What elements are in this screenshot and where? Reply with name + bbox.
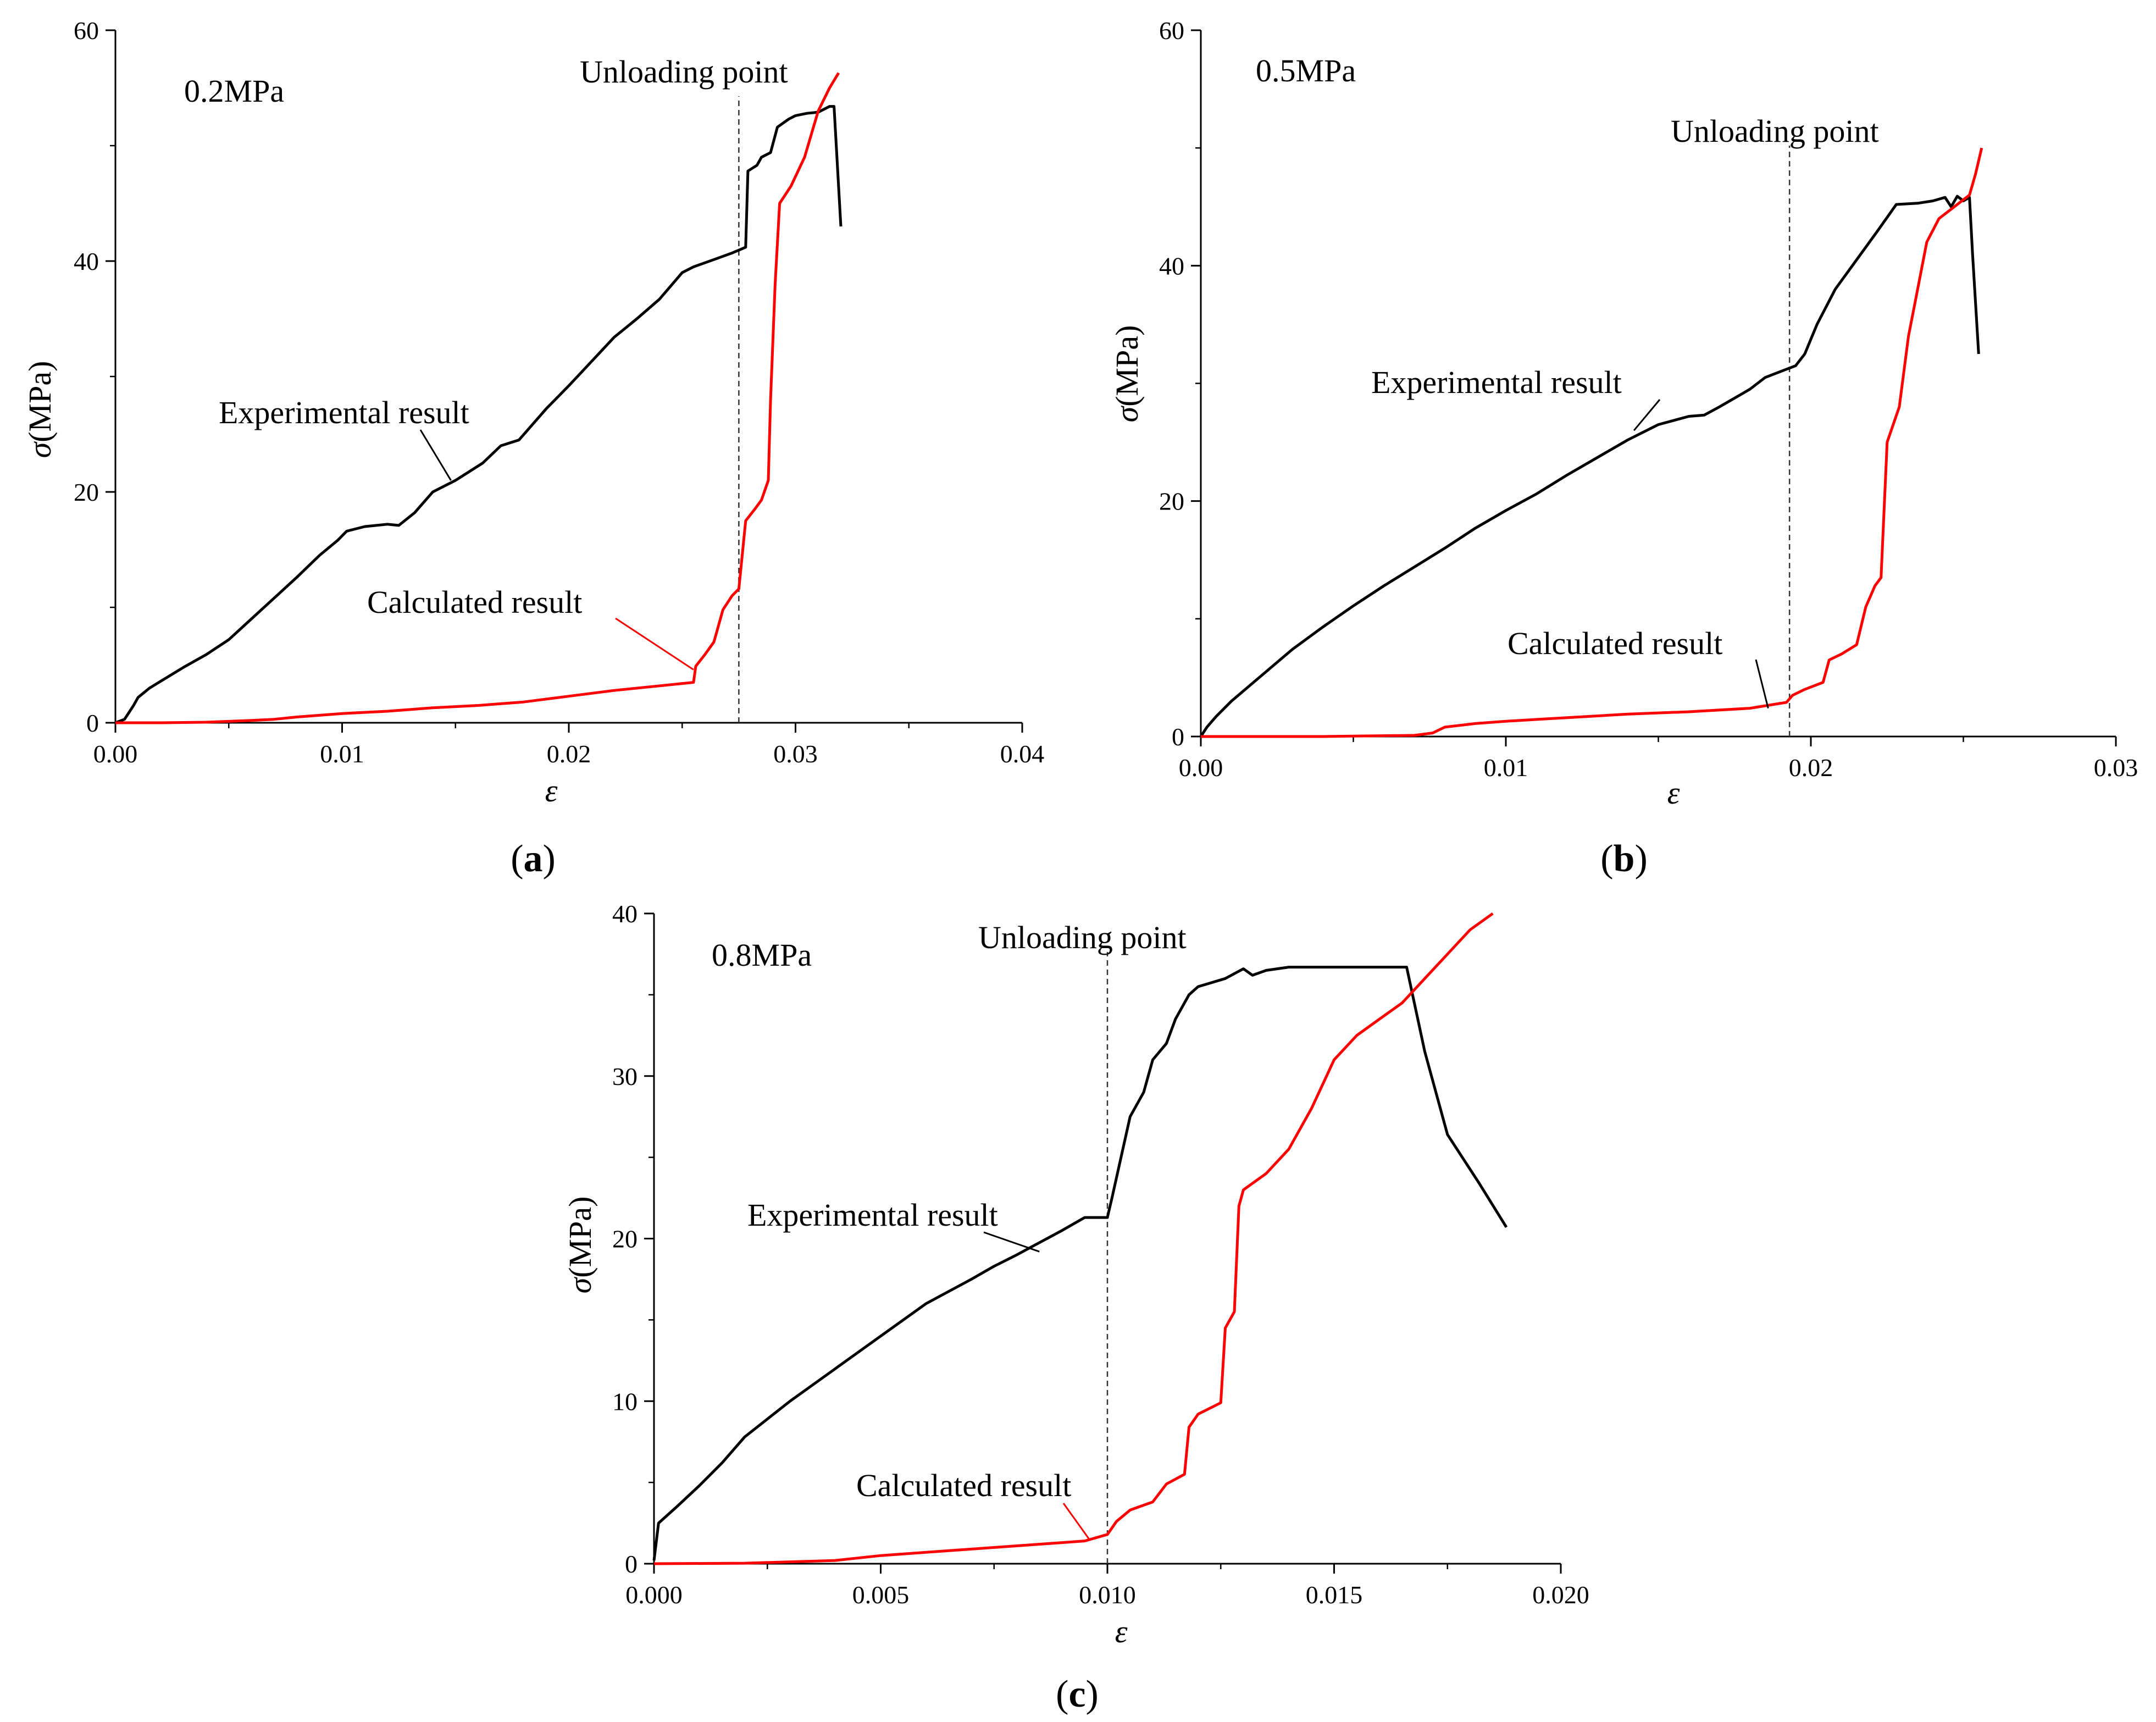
experimental-curve-c [652, 966, 1508, 1561]
calculated-annotation-b: Calculated result [1507, 625, 1722, 661]
x-tick-label-c: 0.015 [1306, 1581, 1363, 1609]
xlabel-a: ε [545, 773, 558, 809]
ylabel-b: σ(MPa) [1109, 325, 1145, 423]
ylabel-a: σ(MPa) [22, 361, 58, 458]
x-tick-label-c: 0.010 [1079, 1581, 1136, 1609]
caption-c: (c) [1056, 1673, 1099, 1715]
y-tick-label-a: 40 [74, 247, 99, 275]
y-tick-label-b: 60 [1159, 16, 1184, 45]
axes-b: 0.00 0.01 0.02 0.03 0 20 40 60 [1159, 16, 2138, 782]
series-layer-b [1199, 146, 1983, 738]
experimental-leader-b [1633, 399, 1661, 431]
unloading-label-b: Unloading point [1671, 113, 1879, 149]
calculated-leader-c [1062, 1503, 1090, 1540]
experimental-curve-a [115, 105, 843, 724]
labels-c: 0.8MPa Unloading point Experimental resu… [562, 920, 1187, 1715]
x-tick-label-b: 0.02 [1789, 754, 1833, 782]
y-tick-label-c: 10 [612, 1387, 638, 1415]
panel-c: 0.000 0.005 0.010 0.015 0.020 0 10 20 30 40 0.8MP… [562, 900, 1589, 1715]
x-tick-label-b: 0.00 [1179, 754, 1223, 782]
xlabel-c: ε [1115, 1614, 1128, 1649]
ylabel-symbol-b: σ [1109, 405, 1145, 422]
axes-c: 0.000 0.005 0.010 0.015 0.020 0 10 20 30 40 [612, 900, 1589, 1609]
experimental-annotation-c: Experimental result [747, 1197, 998, 1233]
labels-a: 0.2MPa Unloading point Experimental resu… [22, 54, 788, 880]
y-tick-label-a: 60 [74, 16, 99, 45]
calculated-curve-a [115, 72, 840, 724]
caption-b: (b) [1600, 838, 1648, 880]
calculated-curve-c [653, 912, 1494, 1565]
ylabel-unit-c: (MPa) [562, 1197, 598, 1278]
x-tick-label-a: 0.03 [773, 740, 818, 768]
calculated-leader-b [1755, 659, 1769, 708]
pressure-label-c: 0.8MPa [712, 937, 812, 973]
axes-a: 0.00 0.01 0.02 0.03 0.04 0 20 40 60 [74, 16, 1044, 768]
unloading-label-c: Unloading point [978, 920, 1187, 955]
unloading-label-a: Unloading point [580, 54, 788, 90]
calculated-annotation-a: Calculated result [367, 584, 582, 620]
experimental-leader-a [419, 429, 452, 481]
x-tick-label-a: 0.04 [1000, 740, 1045, 768]
y-tick-label-b: 40 [1159, 252, 1184, 280]
ylabel-symbol-c: σ [562, 1276, 598, 1293]
pressure-label-a: 0.2MPa [184, 73, 284, 109]
ylabel-c: σ(MPa) [562, 1197, 598, 1294]
y-tick-label-c: 30 [612, 1062, 638, 1090]
caption-letter-b: b [1614, 838, 1635, 880]
ylabel-unit-b: (MPa) [1109, 325, 1145, 407]
x-tick-label-a: 0.00 [93, 740, 138, 768]
calculated-annotation-c: Calculated result [856, 1468, 1071, 1503]
x-tick-label-c: 0.020 [1532, 1581, 1589, 1609]
panel-b: 0.00 0.01 0.02 0.03 0 20 40 60 0.5MPa Unloading… [1109, 16, 2138, 880]
caption-a: (a) [511, 838, 556, 880]
x-tick-label-b: 0.03 [2094, 754, 2138, 782]
y-tick-label-c: 0 [625, 1550, 638, 1578]
experimental-annotation-b: Experimental result [1371, 364, 1622, 400]
experimental-leader-c [983, 1231, 1040, 1253]
x-tick-label-a: 0.02 [547, 740, 591, 768]
y-tick-label-c: 20 [612, 1225, 638, 1253]
x-tick-label-b: 0.01 [1484, 754, 1528, 782]
x-tick-label-c: 0.000 [625, 1581, 683, 1609]
series-layer-a [115, 72, 843, 724]
calculated-curve-b [1201, 147, 1983, 738]
y-tick-label-b: 0 [1172, 723, 1184, 751]
caption-letter-a: a [524, 838, 543, 880]
x-tick-label-c: 0.005 [852, 1581, 910, 1609]
experimental-curve-b [1199, 195, 1980, 738]
y-tick-label-a: 0 [86, 709, 99, 737]
calculated-leader-a [615, 617, 694, 671]
y-tick-label-a: 20 [74, 478, 99, 506]
experimental-annotation-a: Experimental result [219, 395, 469, 430]
x-tick-label-a: 0.01 [320, 740, 364, 768]
caption-letter-c: c [1068, 1673, 1085, 1715]
series-layer-c [652, 912, 1508, 1565]
panel-a: 0.00 0.01 0.02 0.03 0.04 0 20 40 60 0.2MPa Unloa… [22, 16, 1044, 880]
xlabel-b: ε [1667, 775, 1680, 811]
ylabel-unit-a: (MPa) [22, 361, 58, 442]
ylabel-symbol-a: σ [22, 441, 58, 458]
y-tick-label-b: 20 [1159, 488, 1184, 516]
pressure-label-b: 0.5MPa [1256, 53, 1356, 88]
labels-b: 0.5MPa Unloading point Experimental resu… [1109, 53, 1879, 880]
y-tick-label-c: 40 [612, 900, 638, 928]
